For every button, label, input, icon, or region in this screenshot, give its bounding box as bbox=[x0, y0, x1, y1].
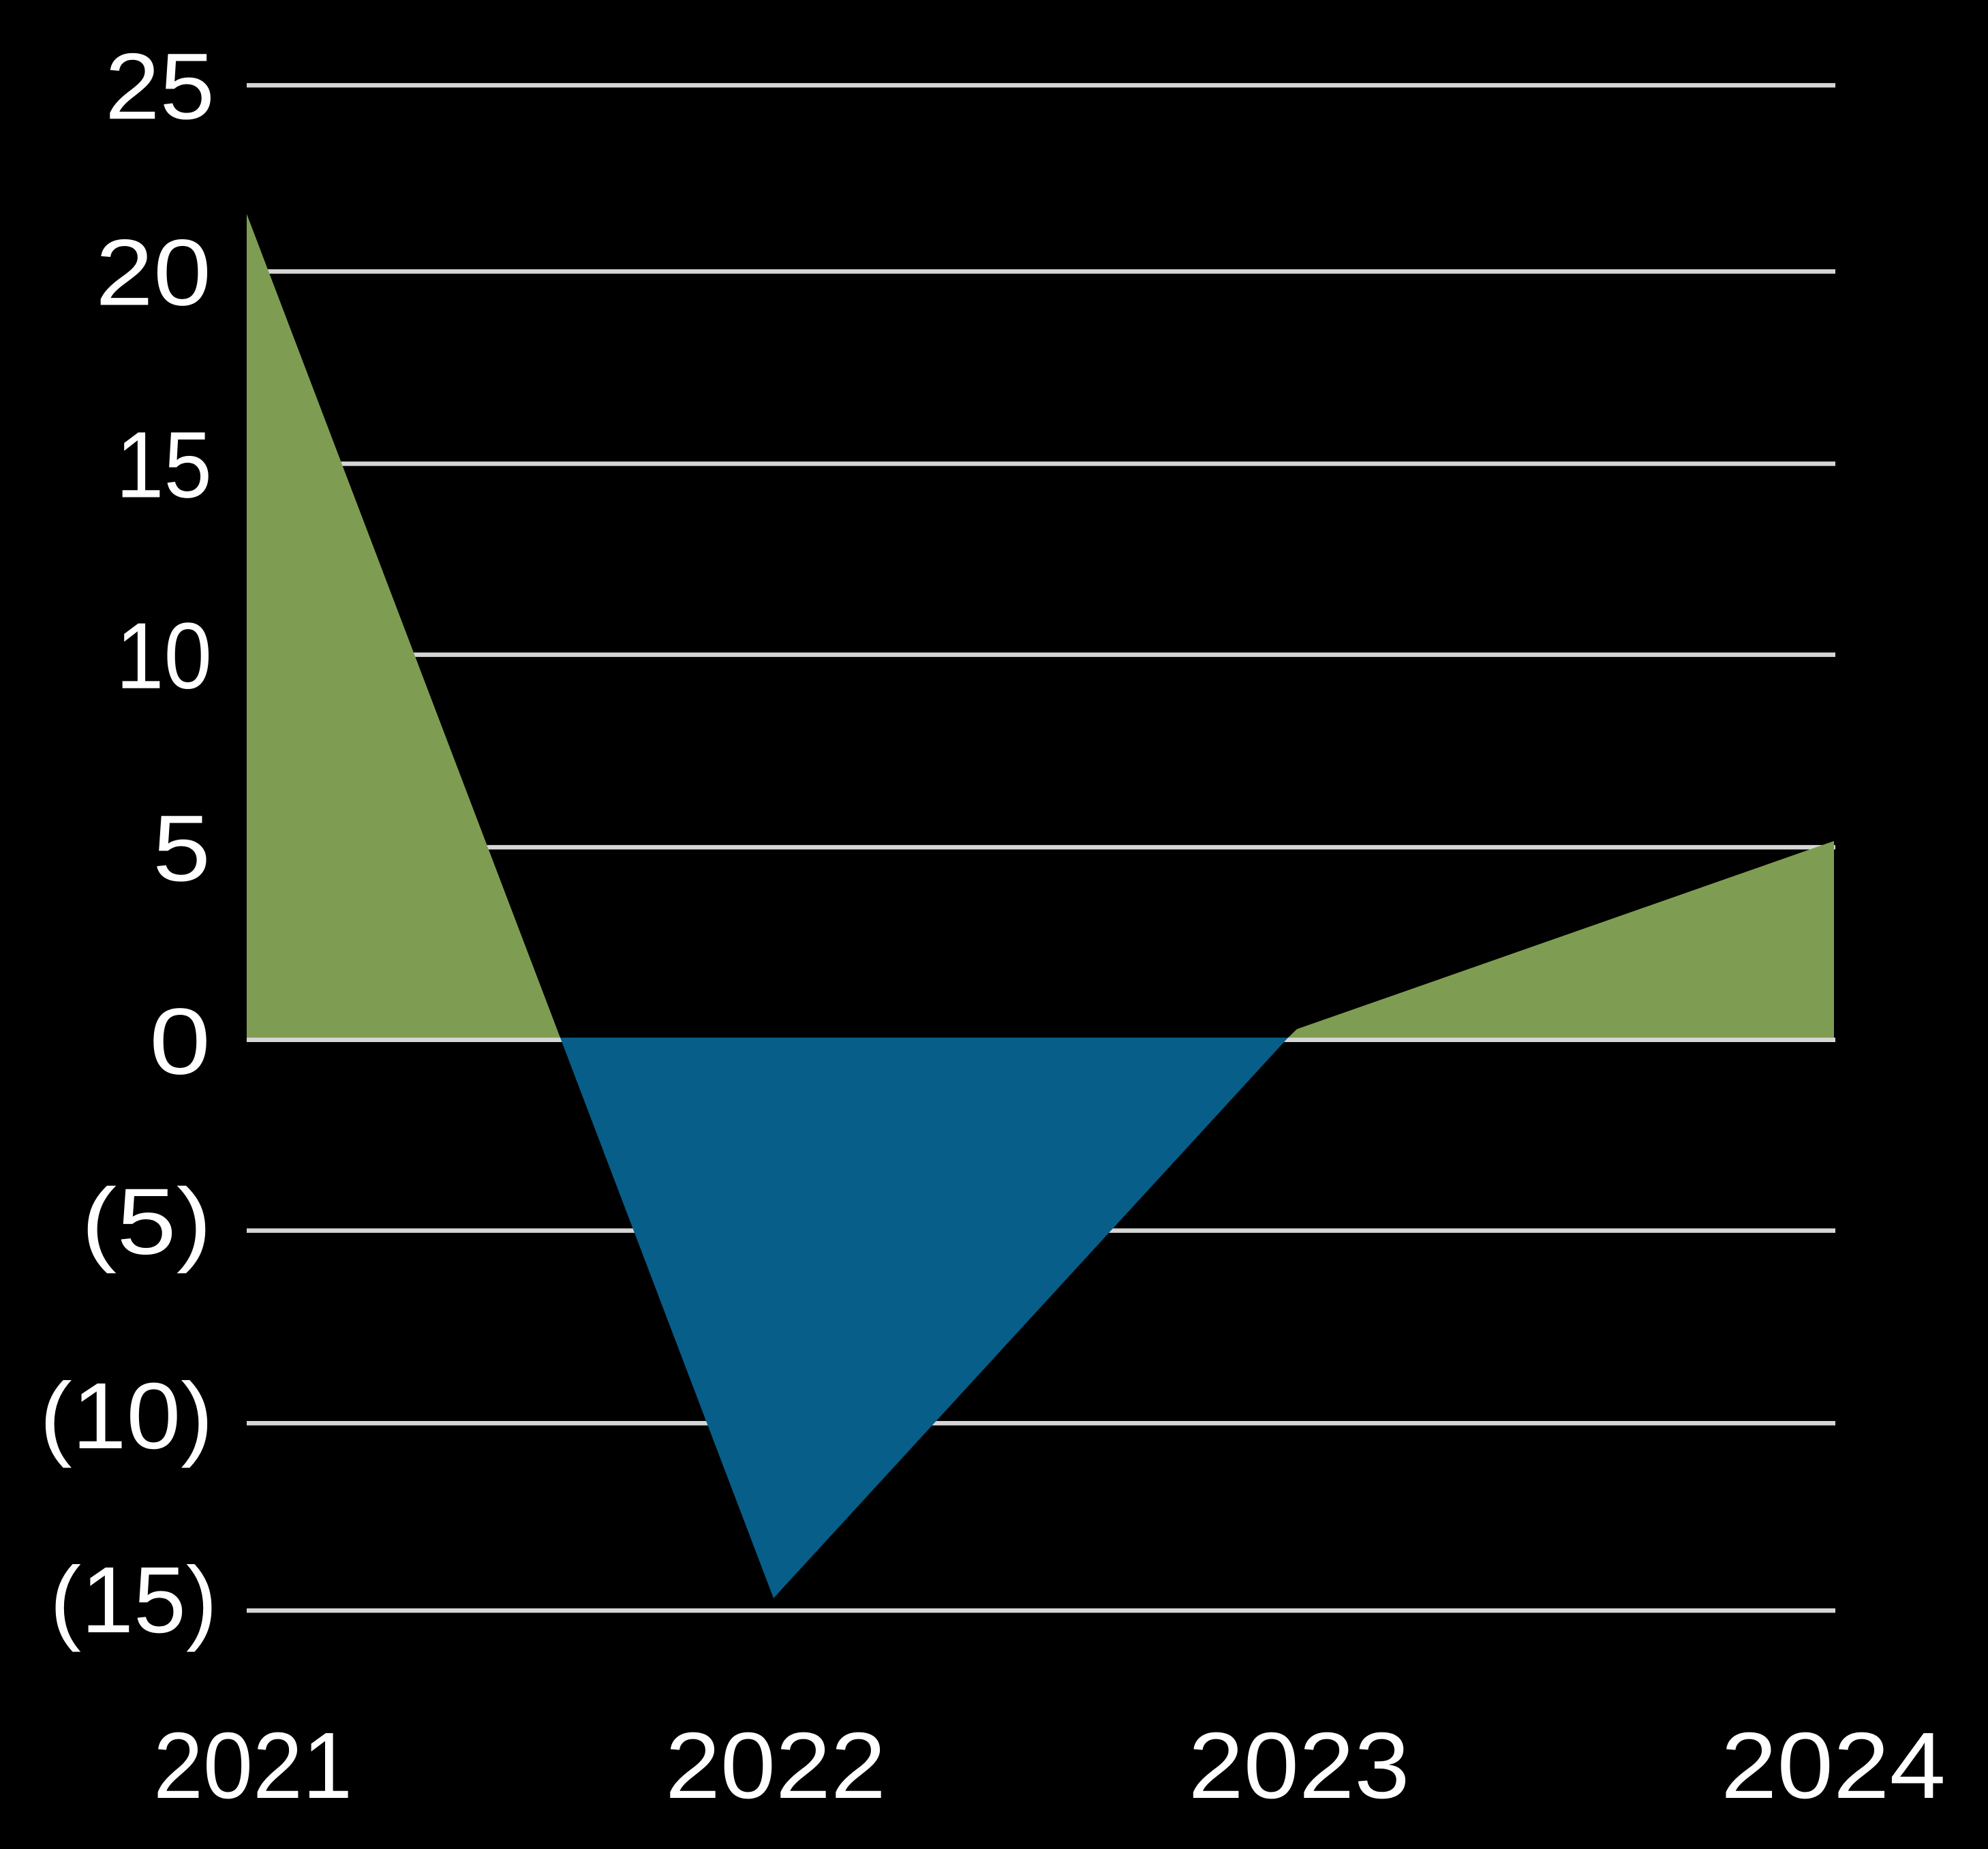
svg-text:5: 5 bbox=[153, 796, 211, 901]
svg-text:(15): (15) bbox=[50, 1548, 217, 1653]
svg-text:15: 15 bbox=[116, 413, 212, 518]
svg-text:2023: 2023 bbox=[1189, 1713, 1410, 1818]
svg-text:2021: 2021 bbox=[153, 1713, 352, 1818]
svg-text:10: 10 bbox=[116, 604, 212, 709]
svg-text:20: 20 bbox=[95, 220, 211, 325]
svg-text:(5): (5) bbox=[81, 1170, 212, 1274]
svg-text:0: 0 bbox=[149, 990, 211, 1095]
svg-text:(10): (10) bbox=[40, 1364, 213, 1469]
svg-text:2024: 2024 bbox=[1721, 1713, 1946, 1818]
svg-text:25: 25 bbox=[105, 34, 215, 139]
svg-text:2022: 2022 bbox=[665, 1713, 886, 1818]
